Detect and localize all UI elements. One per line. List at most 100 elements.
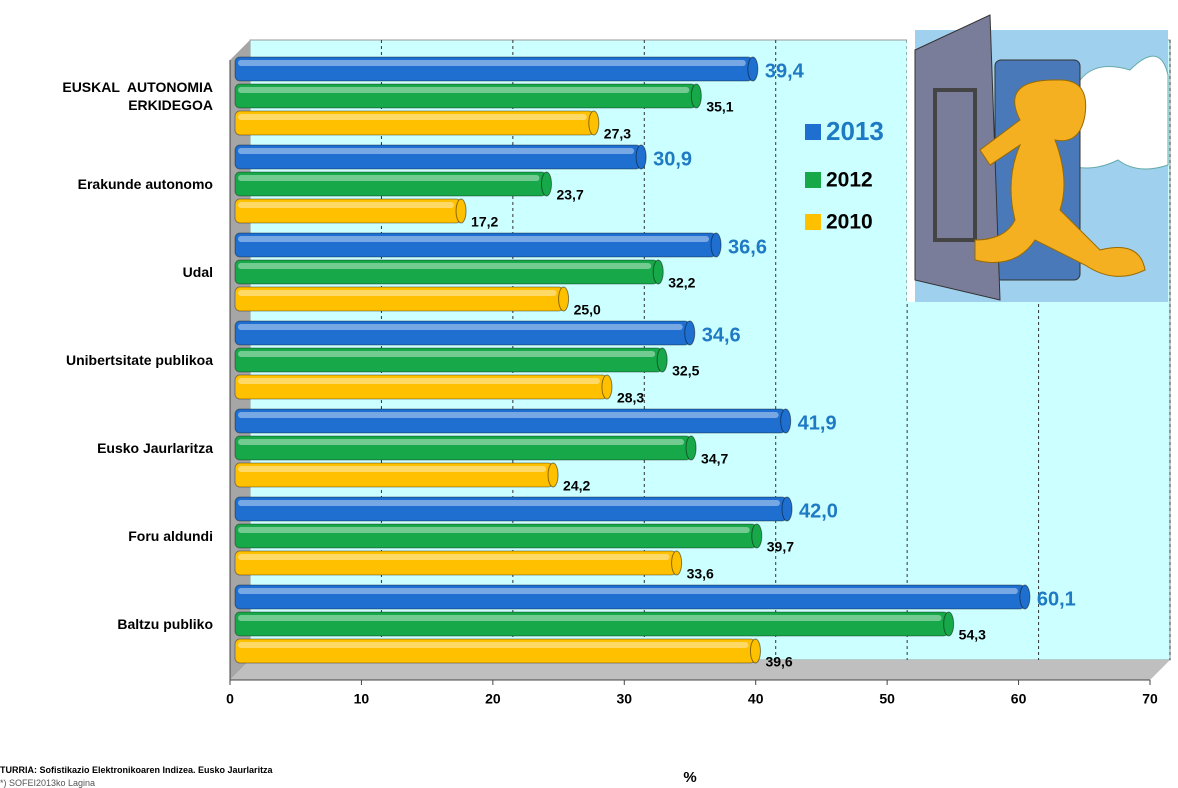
x-tick-label: 70 bbox=[1142, 691, 1158, 707]
legend-label: 2012 bbox=[826, 169, 873, 192]
bar bbox=[234, 638, 761, 664]
bar bbox=[234, 435, 697, 461]
value-label: 25,0 bbox=[574, 302, 601, 318]
bar bbox=[234, 584, 1031, 610]
category-label: Baltzu publiko bbox=[117, 616, 213, 632]
bar bbox=[234, 144, 647, 170]
x-tick-label: 0 bbox=[226, 691, 234, 707]
value-label: 30,9 bbox=[653, 148, 692, 170]
legend-label: 2010 bbox=[826, 211, 873, 234]
bar bbox=[234, 320, 696, 346]
value-label: 32,5 bbox=[672, 363, 699, 379]
bar-part bbox=[238, 202, 455, 208]
bar bbox=[234, 56, 759, 82]
value-label: 39,6 bbox=[765, 654, 792, 670]
value-label: 33,6 bbox=[687, 566, 714, 582]
bar bbox=[234, 232, 722, 258]
value-label: 17,2 bbox=[471, 214, 498, 230]
bar-part bbox=[238, 87, 690, 93]
bar bbox=[234, 198, 467, 224]
bar-part bbox=[455, 198, 467, 224]
bar-part bbox=[671, 550, 683, 576]
x-tick-label: 60 bbox=[1011, 691, 1027, 707]
bar-part bbox=[238, 236, 710, 242]
bar-part bbox=[558, 286, 570, 312]
value-label: 60,1 bbox=[1037, 588, 1076, 610]
bar-part bbox=[1019, 584, 1031, 610]
bar bbox=[234, 259, 664, 285]
value-label: 23,7 bbox=[556, 187, 583, 203]
figure bbox=[974, 79, 1146, 277]
category-label: EUSKAL AUTONOMIA ERKIDEGOA bbox=[62, 79, 217, 113]
category-label: Unibertsitate publikoa bbox=[65, 352, 213, 368]
bar-part bbox=[656, 347, 668, 373]
bar-part bbox=[238, 527, 750, 533]
value-label: 39,7 bbox=[767, 539, 794, 555]
bar-part bbox=[749, 638, 761, 664]
x-tick-label: 50 bbox=[879, 691, 895, 707]
value-label: 32,2 bbox=[668, 275, 695, 291]
bar-part bbox=[238, 642, 749, 648]
bar-part bbox=[588, 110, 600, 136]
x-tick-label: 30 bbox=[616, 691, 632, 707]
bar-part bbox=[238, 412, 779, 418]
value-label: 54,3 bbox=[959, 627, 986, 643]
bar-part bbox=[943, 611, 955, 637]
bar-part bbox=[238, 466, 547, 472]
category-label: Eusko Jaurlaritza bbox=[97, 440, 213, 456]
bar-part bbox=[238, 615, 942, 621]
x-tick-label: 20 bbox=[485, 691, 501, 707]
bar-part bbox=[238, 290, 557, 296]
bar-part bbox=[684, 320, 696, 346]
bar-part bbox=[540, 171, 552, 197]
value-label: 24,2 bbox=[563, 478, 590, 494]
bar-part bbox=[238, 324, 683, 330]
value-label: 41,9 bbox=[798, 412, 837, 434]
category-label: Foru aldundi bbox=[128, 528, 213, 544]
value-label: 36,6 bbox=[728, 236, 767, 258]
bar-part bbox=[238, 588, 1018, 594]
bar-part bbox=[238, 439, 685, 445]
value-label: 35,1 bbox=[706, 99, 733, 115]
bar-part bbox=[780, 408, 792, 434]
value-label: 34,7 bbox=[701, 451, 728, 467]
source: TURRIA: Sofistikazio Elektronikoaren Ind… bbox=[0, 765, 273, 775]
bar-part bbox=[238, 554, 670, 560]
bar bbox=[234, 523, 763, 549]
bar bbox=[234, 496, 793, 522]
legend-swatch bbox=[805, 124, 821, 140]
bar bbox=[234, 550, 683, 576]
value-label: 28,3 bbox=[617, 390, 644, 406]
bar-part bbox=[652, 259, 664, 285]
note: *) SOFEI2013ko Lagina bbox=[0, 778, 96, 788]
bar-part bbox=[238, 148, 635, 154]
bar bbox=[234, 110, 600, 136]
illustration bbox=[907, 10, 1169, 302]
bar bbox=[234, 462, 559, 488]
bar-part bbox=[238, 60, 746, 66]
bar-part bbox=[751, 523, 763, 549]
bar-part bbox=[690, 83, 702, 109]
bar-part bbox=[238, 114, 587, 120]
door-letter bbox=[933, 88, 977, 242]
bar bbox=[234, 286, 570, 312]
bar-part bbox=[238, 500, 780, 506]
bar-part bbox=[238, 351, 656, 357]
bar-part bbox=[601, 374, 613, 400]
bar bbox=[234, 83, 702, 109]
value-label: 39,4 bbox=[765, 60, 805, 82]
bar-part bbox=[238, 378, 600, 384]
bar-part bbox=[710, 232, 722, 258]
bar-part bbox=[547, 462, 559, 488]
bar-part bbox=[238, 175, 540, 181]
category-label: Erakunde autonomo bbox=[77, 176, 213, 192]
value-label: 27,3 bbox=[604, 126, 631, 142]
value-label: 34,6 bbox=[702, 324, 741, 346]
x-axis-label: % bbox=[683, 769, 696, 786]
x-tick-label: 40 bbox=[748, 691, 764, 707]
bar bbox=[234, 171, 552, 197]
legend-swatch bbox=[805, 172, 821, 188]
legend-label: 2013 bbox=[826, 116, 884, 146]
